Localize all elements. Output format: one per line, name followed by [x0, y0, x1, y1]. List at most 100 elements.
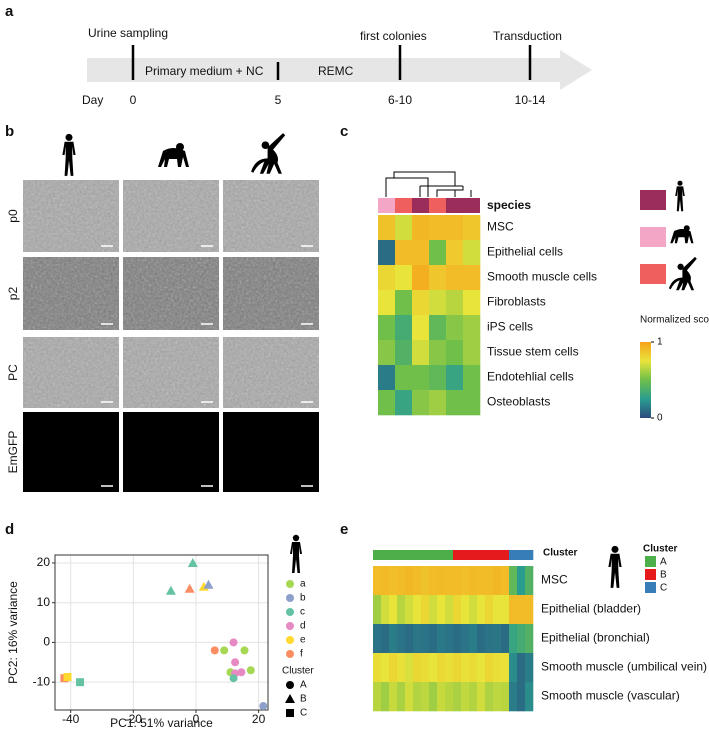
heatmap-cell: [517, 682, 526, 712]
day-label: Day: [82, 93, 103, 107]
heatmap-cell: [446, 290, 464, 316]
cluster-cell: [469, 550, 478, 560]
heatmap-cell: [397, 595, 406, 625]
phase-label: Primary medium + NC: [145, 64, 264, 78]
legend-key: [286, 608, 294, 616]
x-tick-label: 0: [193, 712, 200, 726]
y-tick-label: -10: [33, 674, 51, 688]
heatmap-cell: [389, 624, 398, 654]
heatmap-cell: [413, 566, 422, 596]
row-label: EmGFP: [6, 431, 20, 474]
legend-key: [286, 594, 294, 602]
heatmap-cell: [429, 265, 447, 291]
timeline-ticks: [131, 45, 532, 80]
heatmap-cell: [405, 624, 414, 654]
y-axis-title: PC2: 16% variance: [6, 581, 20, 684]
heatmap-cell: [525, 682, 534, 712]
heatmap-cell: [509, 682, 518, 712]
heatmap-cell: [485, 595, 494, 625]
heatmap-cell: [378, 315, 396, 341]
heatmap-cell: [378, 365, 396, 391]
x-tick-label: -40: [62, 712, 80, 726]
heatmap-cell: [389, 566, 398, 596]
row-label: Epithelial (bladder): [541, 602, 641, 616]
species-cell: [429, 198, 446, 213]
legend-title: Normalized score: [640, 315, 709, 326]
heatmap-cell: [429, 653, 438, 683]
heatmap-cell: [412, 215, 430, 241]
point: [76, 678, 85, 687]
row-label: Epithelial cells: [487, 245, 563, 259]
heatmap-cell: [445, 624, 454, 654]
heatmap-cell: [405, 653, 414, 683]
heatmap-cell: [413, 682, 422, 712]
heatmap-cell: [437, 566, 446, 596]
day-tick: 6-10: [388, 93, 412, 107]
heatmap-cell: [493, 595, 502, 625]
legend-key: [286, 580, 294, 588]
heatmap-cell: [445, 682, 454, 712]
micrograph-texture: [223, 257, 319, 330]
point: [229, 638, 238, 647]
heatmap-cell: [461, 682, 470, 712]
heatmap-cell: [469, 653, 478, 683]
heatmap-cell: [429, 682, 438, 712]
heatmap-cell: [525, 595, 534, 625]
heatmap-cell: [421, 653, 430, 683]
heatmap-cell: [501, 595, 510, 625]
heatmap-cell: [395, 265, 413, 291]
heatmap-cell: [429, 390, 447, 416]
gorilla-icon: [158, 143, 189, 167]
row-label: Fibroblasts: [487, 295, 546, 309]
heatmap-cell: [446, 315, 464, 341]
cluster-cell: [413, 550, 422, 560]
heatmap-cell: [501, 682, 510, 712]
point: [229, 674, 238, 683]
heatmap-cell: [395, 240, 413, 266]
cluster-cell: [421, 550, 430, 560]
panel-label: c: [340, 123, 348, 140]
cluster-cell: [373, 550, 382, 560]
heatmap-cell: [446, 265, 464, 291]
micrograph-texture: [123, 180, 219, 252]
species-legend-key: [640, 264, 666, 284]
heatmap-cell: [445, 566, 454, 596]
heatmap-cell: [378, 290, 396, 316]
row-label: Osteoblasts: [487, 395, 550, 409]
heatmap-cell: [389, 682, 398, 712]
heatmap-cell: [461, 595, 470, 625]
heatmap-cell: [412, 390, 430, 416]
event-label: Transduction: [493, 29, 562, 43]
point: [187, 557, 198, 567]
heatmap-cell: [395, 365, 413, 391]
heatmap-cell: [421, 595, 430, 625]
heatmap-cell: [469, 566, 478, 596]
species-cell: [395, 198, 412, 213]
heatmap-cell: [446, 365, 464, 391]
row-label: Smooth muscle (umbilical vein): [541, 660, 707, 674]
heatmap-cell: [463, 240, 481, 266]
heatmap-cell: [412, 340, 430, 366]
heatmap-cell: [413, 653, 422, 683]
day-tick: 0: [130, 93, 137, 107]
heatmap-cell: [413, 595, 422, 625]
heatmap-cell: [446, 240, 464, 266]
cluster-cell: [429, 550, 438, 560]
heatmap-cell: [525, 653, 534, 683]
heatmap-cell: [413, 624, 422, 654]
heatmap-cell: [429, 566, 438, 596]
heatmap-cell: [509, 595, 518, 625]
heatmap-cell: [461, 653, 470, 683]
row-label: Tissue stem cells: [487, 345, 579, 359]
heatmap-cell: [429, 365, 447, 391]
y-tick-label: 20: [37, 555, 51, 569]
heatmap: species MSC Epithelial cells Smooth muscle …: [378, 190, 666, 424]
species-cell: [412, 198, 429, 213]
heatmap-cell: [421, 566, 430, 596]
cluster-cell: [493, 550, 502, 560]
y-tick-label: 0: [43, 635, 50, 649]
legend-key: [286, 681, 294, 689]
heatmap-cell: [373, 624, 382, 654]
micrograph-texture: [223, 180, 319, 252]
legend-key: [285, 694, 295, 703]
